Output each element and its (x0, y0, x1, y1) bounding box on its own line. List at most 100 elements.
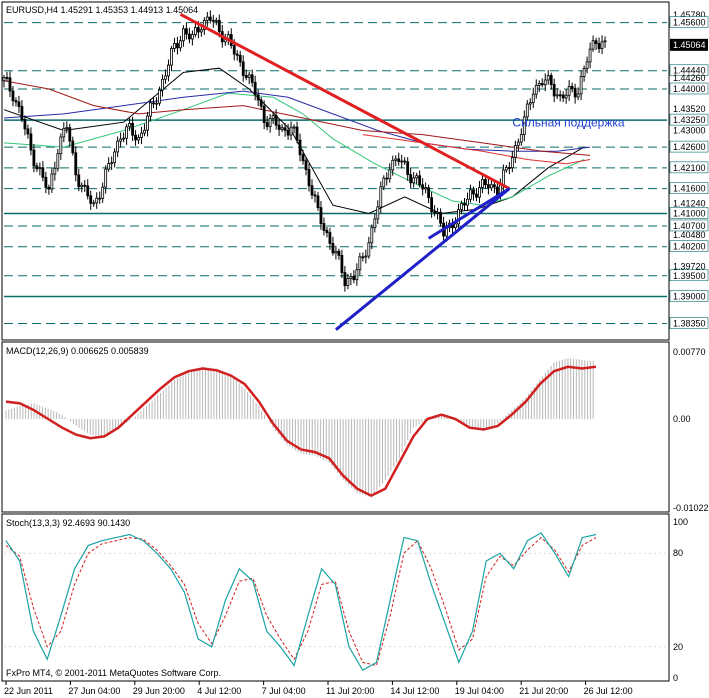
candle-body-185 (555, 94, 559, 97)
annotation-strong-support: Сильная поддержка (512, 115, 625, 129)
candle-body-123 (370, 227, 374, 244)
candle-body-23 (71, 140, 75, 154)
time-tick-9: 26 Jul 12:00 (584, 686, 633, 696)
candle-body-136 (409, 174, 413, 184)
candle-body-105 (316, 195, 320, 208)
candle-body-83 (250, 74, 254, 83)
candle-body-115 (346, 278, 350, 287)
copyright: FxPro MT4, © 2001-2011 MetaQuotes Softwa… (6, 668, 221, 678)
candle-body-87 (262, 105, 266, 123)
candle-body-27 (83, 184, 87, 187)
moving-average-1 (3, 92, 585, 206)
candle-body-182 (546, 75, 550, 81)
candle-body-168 (504, 167, 508, 171)
price-tick-box-18 (669, 290, 709, 302)
candle-body-181 (543, 79, 547, 86)
stoch-title: Stoch(13,3,3) 92.4693 90.1430 (6, 518, 130, 528)
candle-body-173 (519, 134, 523, 143)
candle-body-1 (5, 76, 9, 79)
candle-body-71 (214, 19, 218, 22)
candle-body-194 (582, 68, 586, 77)
candle-body-112 (337, 250, 341, 256)
candle-body-98 (295, 126, 299, 141)
candle-body-58 (176, 43, 179, 49)
candle-body-44 (134, 134, 137, 141)
candle-body-89 (268, 118, 272, 128)
candle-body-82 (247, 74, 251, 78)
candle-body-152 (457, 209, 460, 225)
price-tick-17: 1.39500 (673, 271, 706, 281)
candle-body-172 (516, 141, 520, 146)
price-tick-6: 1.43250 (673, 115, 706, 125)
macd-pane[interactable] (1, 341, 670, 513)
candle-body-155 (466, 198, 469, 206)
candle-body-188 (564, 94, 568, 99)
candle-body-85 (256, 94, 260, 101)
candle-body-113 (340, 254, 344, 273)
candle-body-29 (89, 195, 93, 204)
candle-body-126 (379, 186, 383, 208)
candle-body-35 (107, 163, 111, 170)
current-price: 1.45064 (673, 40, 706, 50)
candle-body-140 (421, 184, 425, 190)
candle-body-33 (101, 186, 105, 199)
candle-body-114 (343, 272, 347, 287)
candle-body-59 (179, 40, 182, 49)
candle-body-19 (59, 136, 63, 155)
candle-body-120 (361, 256, 365, 259)
candle-body-195 (585, 61, 589, 69)
candle-body-84 (253, 81, 257, 96)
price-tick-19: 1.38350 (673, 318, 706, 328)
candle-body-92 (277, 124, 281, 130)
candle-body-48 (146, 115, 149, 131)
price-tick-1: 1.45600 (673, 18, 706, 28)
time-tick-6: 14 Jul 12:00 (390, 686, 439, 696)
price-tick-16: 1.39720 (673, 262, 706, 272)
candle-body-28 (86, 185, 90, 197)
candle-body-9 (29, 133, 33, 151)
stoch-tick-0: 100 (673, 517, 688, 527)
candle-body-124 (373, 218, 377, 229)
candle-body-86 (259, 99, 263, 107)
candle-body-130 (391, 159, 395, 171)
candle-body-106 (319, 207, 323, 224)
time-axis: 22 Jun 2011 27 Jun 04:00 29 Jun 20:00 4 Jul… (4, 681, 633, 696)
time-tick-1: 27 Jun 04:00 (68, 686, 120, 696)
candle-body-128 (385, 177, 389, 180)
candle-body-56 (170, 48, 173, 66)
price-pane[interactable] (1, 1, 670, 341)
candle-body-6 (20, 106, 24, 120)
candle-body-118 (355, 269, 359, 281)
candle-body-161 (484, 179, 487, 186)
candle-body-192 (576, 93, 580, 98)
candle-body-122 (367, 242, 371, 257)
candle-body-178 (534, 84, 538, 95)
candle-body-2 (8, 77, 12, 92)
candle-body-8 (26, 128, 30, 135)
macd-tick-0: 0.00770 (673, 347, 706, 357)
candle-body-186 (558, 94, 562, 97)
time-tick-3: 4 Jul 12:00 (197, 686, 241, 696)
candle-body-142 (427, 187, 431, 199)
candle-body-164 (492, 184, 496, 188)
candle-body-163 (490, 184, 493, 189)
candle-body-94 (283, 127, 287, 131)
candle-body-119 (358, 256, 362, 271)
candle-body-43 (131, 123, 134, 136)
candle-body-66 (199, 29, 203, 33)
candle-body-141 (424, 187, 428, 190)
price-tick-3: 1.44260 (673, 73, 706, 83)
candle-body-144 (433, 211, 436, 214)
candle-body-18 (56, 153, 60, 169)
candle-body-198 (594, 40, 598, 44)
stoch-tick-1: 80 (673, 548, 683, 558)
price-tick-11: 1.41240 (673, 199, 706, 209)
candle-body-39 (119, 138, 123, 142)
price-tick-box-12 (669, 207, 709, 219)
candle-body-100 (301, 154, 305, 162)
candle-body-45 (137, 137, 140, 141)
candle-body-137 (412, 177, 416, 184)
macd-signal (5, 365, 597, 497)
stoch-pane[interactable] (1, 513, 670, 682)
